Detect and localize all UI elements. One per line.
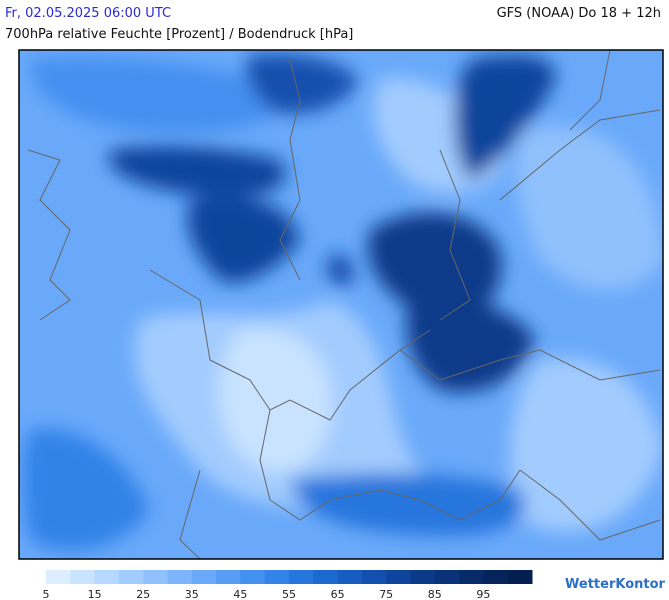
colorbar-tick-label: 95 (476, 588, 490, 600)
colorbar-swatch (70, 570, 96, 584)
humidity-field (19, 50, 663, 559)
colorbar-swatch (118, 570, 144, 584)
subtitle: 700hPa relative Feuchte [Prozent] / Bode… (5, 27, 354, 42)
colorbar-swatch (361, 570, 387, 584)
colorbar-swatch (289, 570, 314, 584)
colorbar-swatch (337, 570, 363, 584)
model-run: GFS (NOAA) Do 18 + 12h (496, 6, 661, 21)
datetime: Fr, 02.05.2025 06:00 UTC (5, 6, 172, 21)
colorbar: 5 15 25 35 45 55 65 75 85 95 (43, 570, 533, 600)
colorbar-swatch (264, 570, 290, 584)
colorbar-tick-label: 85 (428, 588, 442, 600)
colorbar-swatch (483, 570, 509, 584)
borders (27, 50, 661, 559)
colorbar-swatch (386, 570, 411, 584)
colorbar-swatch (313, 570, 339, 584)
colorbar-tick-label: 35 (185, 588, 199, 600)
colorbar-tick-label: 45 (233, 588, 247, 600)
colorbar-swatch (240, 570, 266, 584)
colorbar-tick-label: 55 (282, 588, 296, 600)
map-frame (18, 49, 664, 560)
colorbar-swatch (507, 570, 533, 584)
colorbar-tick-label: 25 (136, 588, 150, 600)
colorbar-tick-label: 15 (88, 588, 102, 600)
colorbar-swatch (434, 570, 460, 584)
colorbar-swatch (216, 570, 241, 584)
colorbar-swatch (410, 570, 436, 584)
colorbar-tick-label: 5 (43, 588, 50, 600)
colorbar-swatch (191, 570, 217, 584)
colorbar-tick-label: 75 (379, 588, 393, 600)
colorbar-swatch (459, 570, 484, 584)
brand: WetterKontor (565, 577, 666, 592)
colorbar-swatch (46, 570, 71, 584)
colorbar-swatch (167, 570, 193, 584)
colorbar-swatch (143, 570, 168, 584)
colorbar-swatch (94, 570, 120, 584)
colorbar-tick-label: 65 (331, 588, 345, 600)
